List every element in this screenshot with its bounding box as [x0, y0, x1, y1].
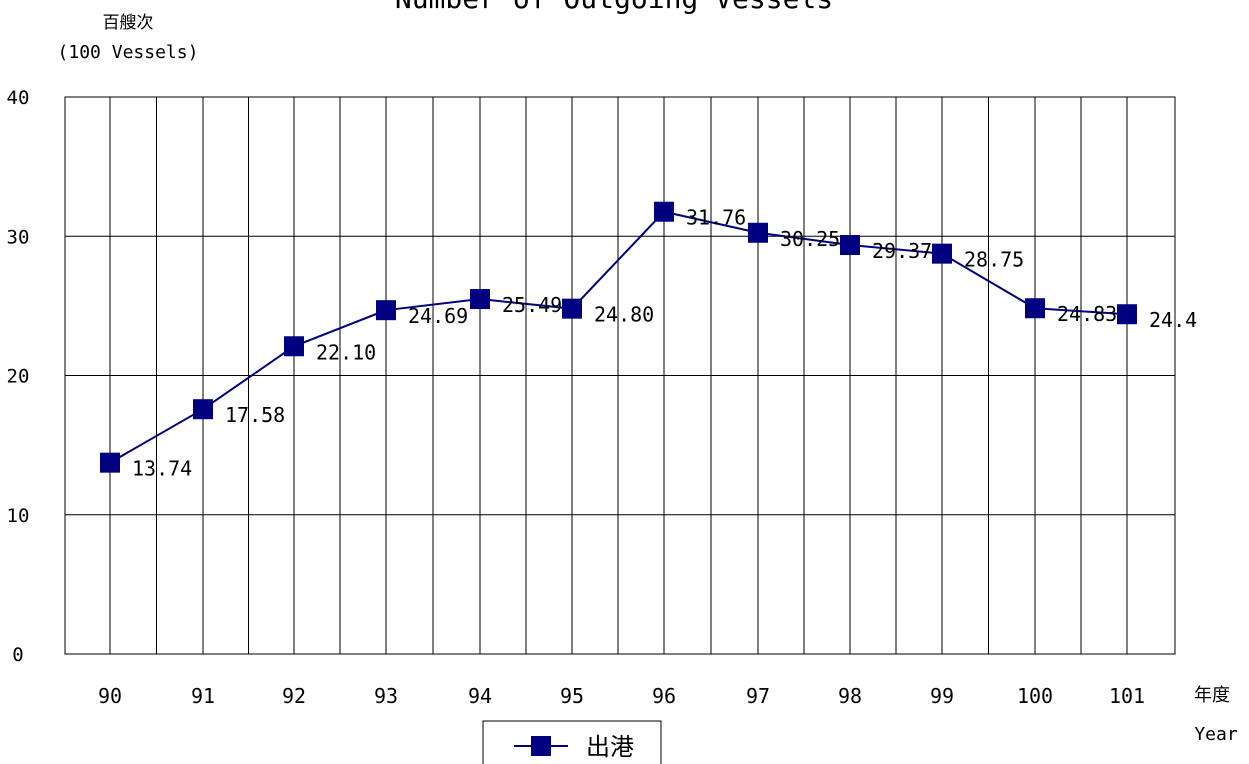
data-point-marker	[193, 399, 213, 420]
data-point-marker	[1025, 298, 1045, 319]
data-point-marker	[1117, 304, 1137, 325]
data-label: 13.74	[132, 457, 192, 481]
x-tick-label: 94	[468, 684, 492, 708]
x-tick-label: 100	[1017, 684, 1053, 708]
x-tick-label: 98	[838, 684, 862, 708]
y-tick-label: 20	[7, 366, 30, 388]
data-label: 24.83	[1057, 302, 1117, 326]
chart-title: Number of Outgoing Vessels	[395, 0, 833, 15]
x-tick-label: 91	[191, 684, 215, 708]
legend-label: 出港	[586, 733, 634, 761]
data-point-marker	[748, 222, 768, 243]
data-label: 28.75	[964, 248, 1024, 272]
y-tick-label: 40	[7, 87, 30, 109]
y-tick-label: 0	[12, 644, 23, 666]
x-tick-label: 101	[1109, 684, 1145, 708]
data-point-marker	[654, 201, 674, 222]
legend-marker	[531, 736, 551, 756]
y-tick-label: 30	[7, 226, 30, 248]
data-label: 31.76	[686, 206, 746, 230]
x-tick-label: 96	[652, 684, 676, 708]
series-line	[109, 210, 1128, 464]
data-label: 30.25	[780, 227, 840, 251]
series-layer: 13.74 17.58 22.10 24.69 25.49 24.80 31.76 30.25…	[100, 201, 1197, 481]
data-point-marker	[376, 300, 396, 321]
x-axis-ticks: 90 91 92 93 94 95 96 97 98 99 100 101	[98, 684, 1145, 708]
y-tick-label: 10	[7, 505, 30, 527]
data-label: 24.4	[1149, 308, 1197, 332]
data-point-marker	[932, 243, 952, 264]
data-label: 24.80	[594, 303, 654, 327]
y-axis-label-en: (100 Vessels)	[58, 42, 199, 63]
legend-box	[482, 720, 662, 764]
data-label: 24.69	[408, 304, 468, 328]
data-point-marker	[840, 235, 860, 256]
data-point-marker	[284, 336, 304, 357]
data-label: 25.49	[502, 293, 562, 317]
x-tick-label: 93	[374, 684, 398, 708]
data-point-marker	[562, 298, 582, 319]
x-tick-label: 90	[98, 684, 122, 708]
data-label: 22.10	[316, 340, 376, 364]
x-axis-label-en: Year	[1194, 724, 1238, 745]
data-point-marker	[470, 289, 490, 310]
plot-area	[64, 96, 1176, 655]
data-label: 29.37	[872, 239, 932, 263]
x-tick-label: 92	[282, 684, 306, 708]
x-tick-label: 95	[560, 684, 584, 708]
x-axis-label-zh: 年度	[1194, 685, 1230, 706]
y-axis-label-zh: 百艘次	[103, 13, 154, 33]
x-tick-label: 99	[930, 684, 954, 708]
x-tick-label: 97	[746, 684, 770, 708]
data-point-marker	[100, 452, 120, 473]
y-axis-ticks: 0 10 20 30 40	[7, 87, 30, 666]
data-label: 17.58	[225, 403, 285, 427]
legend: 出港	[482, 720, 662, 764]
